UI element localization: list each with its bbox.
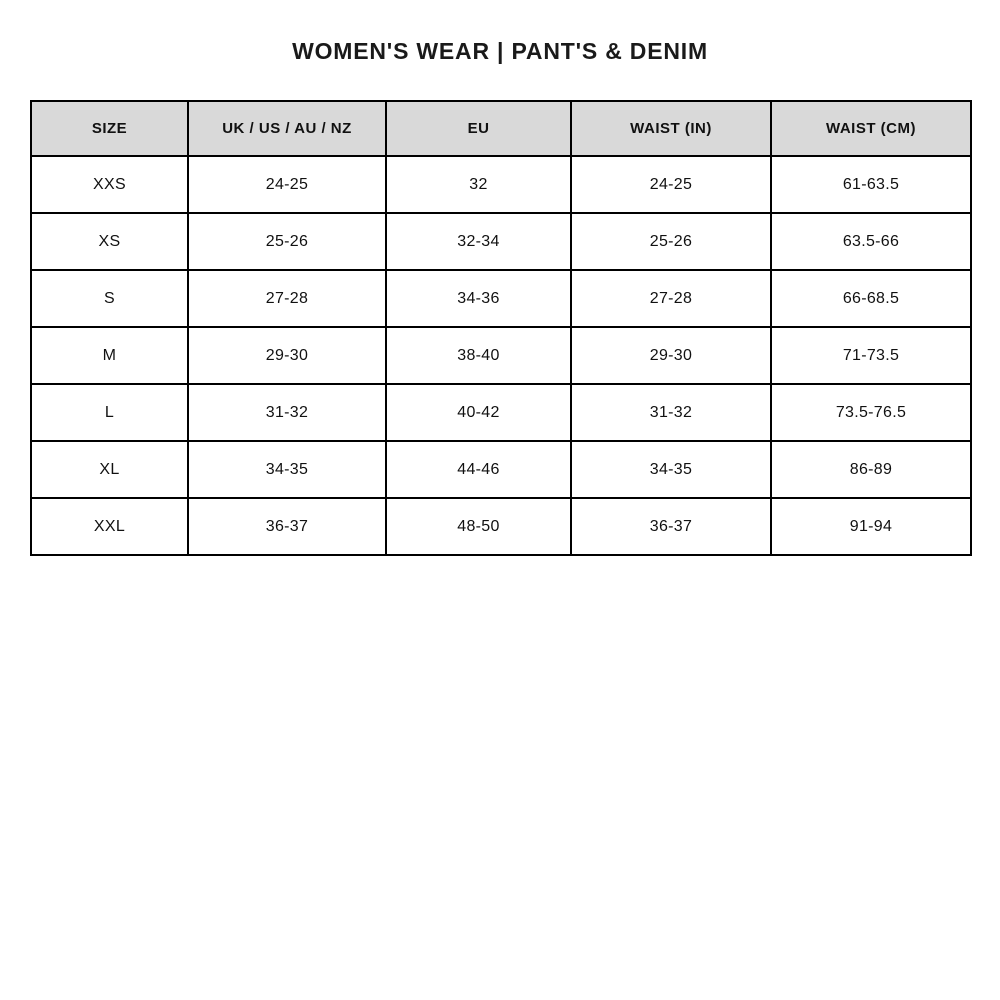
cell-size: XXL: [30, 497, 189, 556]
cell-size: M: [30, 326, 189, 385]
cell-waist-in: 27-28: [570, 269, 772, 328]
table-row: XS 25-26 32-34 25-26 63.5-66: [30, 212, 972, 271]
cell-waist-in: 24-25: [570, 155, 772, 214]
cell-waist-in: 34-35: [570, 440, 772, 499]
cell-eu: 34-36: [385, 269, 572, 328]
cell-uk-us-au-nz: 34-35: [187, 440, 387, 499]
column-header-waist-cm: WAIST (CM): [770, 100, 972, 157]
size-chart-table: SIZE UK / US / AU / NZ EU WAIST (IN) WAI…: [30, 100, 972, 556]
table-header-row: SIZE UK / US / AU / NZ EU WAIST (IN) WAI…: [30, 100, 972, 157]
cell-waist-cm: 86-89: [770, 440, 972, 499]
table-row: L 31-32 40-42 31-32 73.5-76.5: [30, 383, 972, 442]
cell-uk-us-au-nz: 25-26: [187, 212, 387, 271]
cell-waist-cm: 91-94: [770, 497, 972, 556]
cell-waist-in: 25-26: [570, 212, 772, 271]
cell-waist-in: 31-32: [570, 383, 772, 442]
cell-waist-in: 29-30: [570, 326, 772, 385]
cell-eu: 32: [385, 155, 572, 214]
cell-size: S: [30, 269, 189, 328]
cell-size: XXS: [30, 155, 189, 214]
cell-uk-us-au-nz: 29-30: [187, 326, 387, 385]
cell-size: XS: [30, 212, 189, 271]
cell-waist-in: 36-37: [570, 497, 772, 556]
cell-eu: 48-50: [385, 497, 572, 556]
cell-waist-cm: 66-68.5: [770, 269, 972, 328]
cell-uk-us-au-nz: 27-28: [187, 269, 387, 328]
column-header-uk-us-au-nz: UK / US / AU / NZ: [187, 100, 387, 157]
cell-waist-cm: 71-73.5: [770, 326, 972, 385]
column-header-eu: EU: [385, 100, 572, 157]
cell-uk-us-au-nz: 36-37: [187, 497, 387, 556]
column-header-waist-in: WAIST (IN): [570, 100, 772, 157]
table-row: XXS 24-25 32 24-25 61-63.5: [30, 155, 972, 214]
cell-waist-cm: 63.5-66: [770, 212, 972, 271]
cell-uk-us-au-nz: 24-25: [187, 155, 387, 214]
table-row: XL 34-35 44-46 34-35 86-89: [30, 440, 972, 499]
table-row: XXL 36-37 48-50 36-37 91-94: [30, 497, 972, 556]
table-row: M 29-30 38-40 29-30 71-73.5: [30, 326, 972, 385]
cell-eu: 40-42: [385, 383, 572, 442]
cell-size: L: [30, 383, 189, 442]
cell-eu: 44-46: [385, 440, 572, 499]
column-header-size: SIZE: [30, 100, 189, 157]
cell-uk-us-au-nz: 31-32: [187, 383, 387, 442]
cell-size: XL: [30, 440, 189, 499]
table-row: S 27-28 34-36 27-28 66-68.5: [30, 269, 972, 328]
cell-eu: 38-40: [385, 326, 572, 385]
page-title: WOMEN'S WEAR | PANT'S & DENIM: [292, 38, 708, 64]
cell-waist-cm: 61-63.5: [770, 155, 972, 214]
cell-eu: 32-34: [385, 212, 572, 271]
cell-waist-cm: 73.5-76.5: [770, 383, 972, 442]
